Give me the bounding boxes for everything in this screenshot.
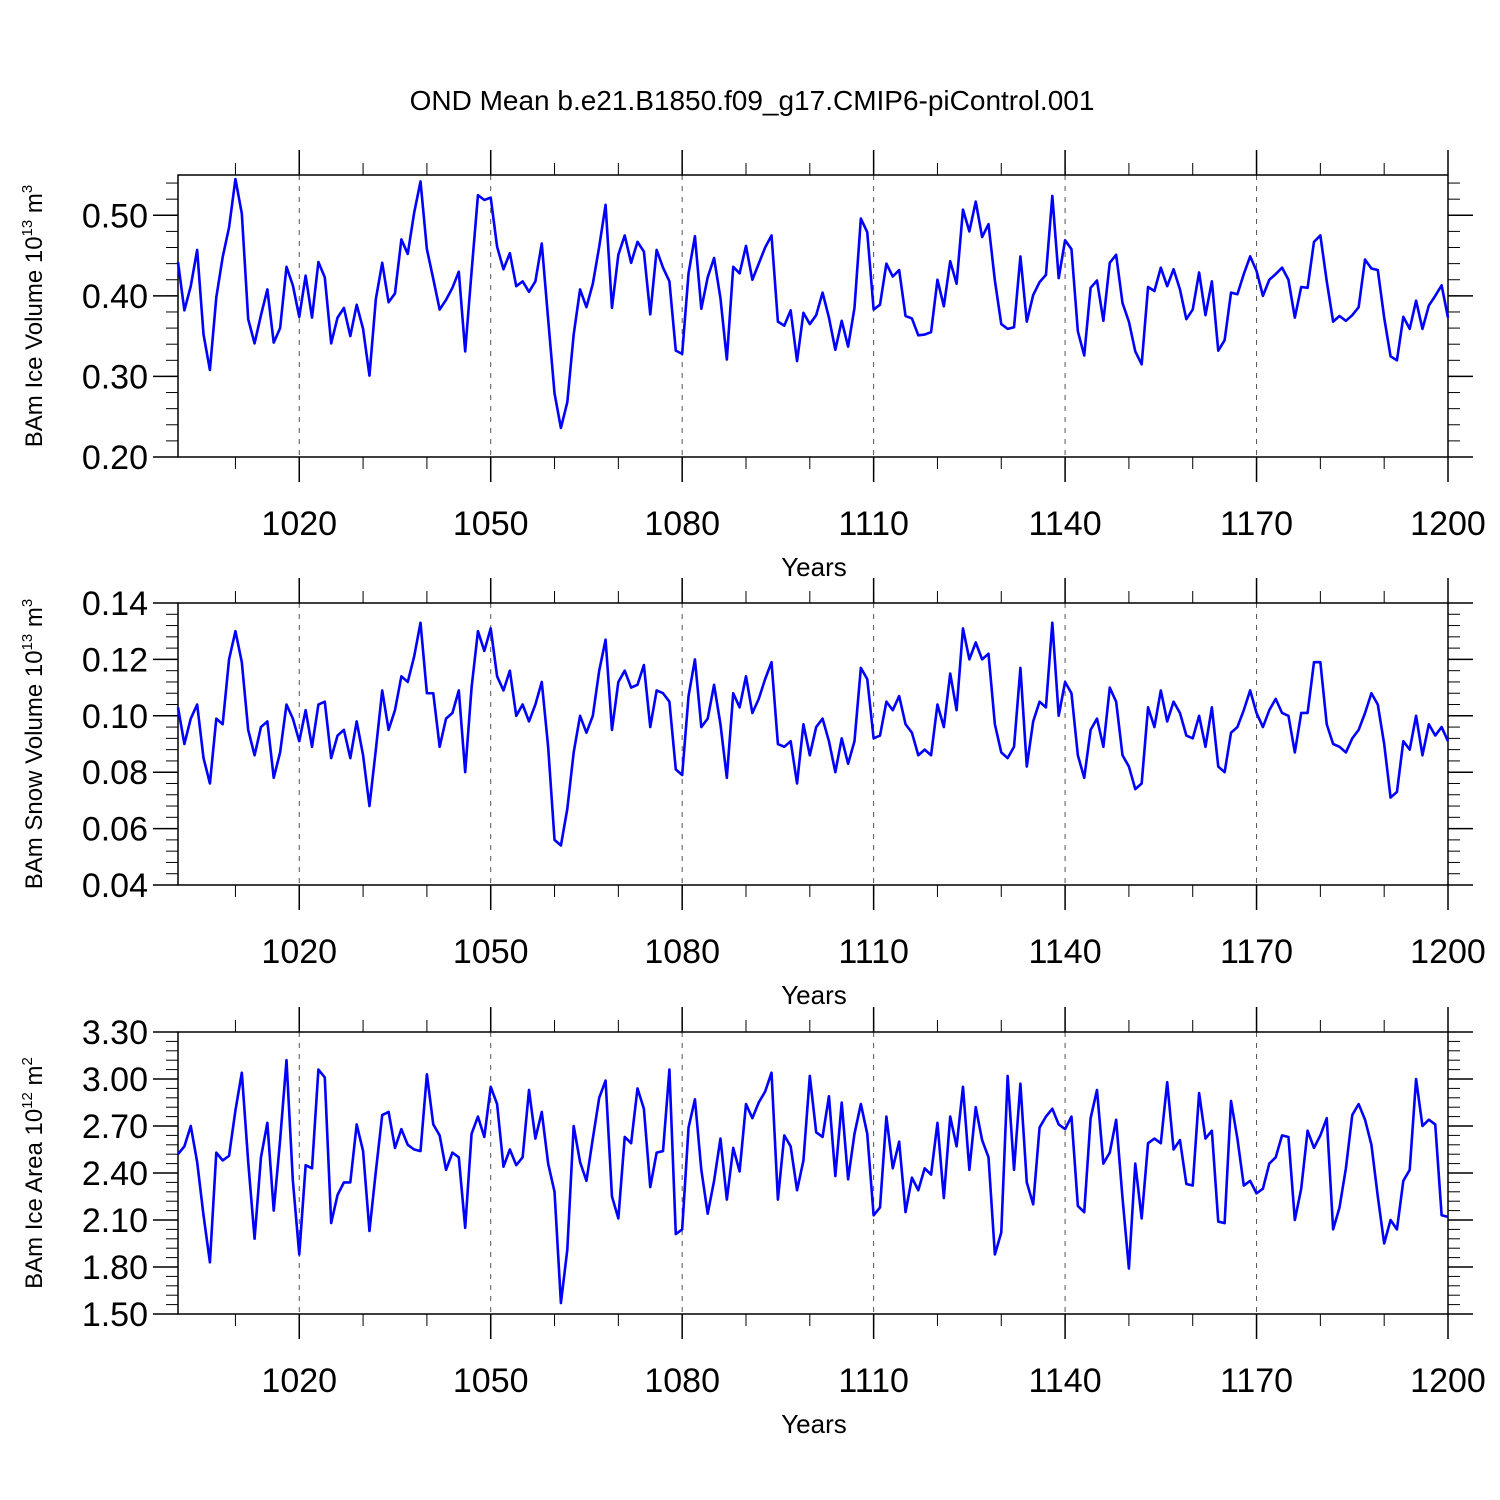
x-tick-label: 1020 bbox=[261, 933, 337, 971]
y-tick-label: 2.70 bbox=[82, 1108, 148, 1146]
x-tick-label: 1080 bbox=[644, 505, 720, 543]
x-tick-label: 1170 bbox=[1220, 505, 1293, 543]
x-tick-label: 1050 bbox=[453, 933, 529, 971]
y-tick-label: 0.14 bbox=[82, 585, 148, 623]
x-tick-label: 1140 bbox=[1029, 1362, 1102, 1400]
ice-area-panel: 1020 1050 1080 1110 1140 1170 1200 1.50 1.80 2.10… bbox=[19, 1007, 1486, 1439]
x-axis-title: Years bbox=[781, 1409, 847, 1439]
y-tick-label: 0.30 bbox=[82, 358, 148, 396]
y-axis-title-part: m bbox=[21, 1065, 48, 1092]
y-tick-label: 0.20 bbox=[82, 439, 148, 477]
x-tick-label: 1110 bbox=[838, 933, 909, 971]
y-axis-title-part: m bbox=[21, 607, 48, 634]
chart-title: OND Mean b.e21.B1850.f09_g17.CMIP6-piCon… bbox=[410, 85, 1095, 116]
x-tick-label: 1050 bbox=[453, 1362, 529, 1400]
x-tick-label: 1110 bbox=[838, 505, 909, 543]
x-tick-label: 1200 bbox=[1410, 505, 1486, 543]
y-axis-title-part: m bbox=[21, 193, 48, 220]
plot-frame bbox=[177, 602, 1449, 886]
y-tick-label: 1.50 bbox=[82, 1296, 148, 1334]
x-tick-label: 1050 bbox=[453, 505, 529, 543]
x-tick-label: 1080 bbox=[644, 1362, 720, 1400]
y-axis-title-superscript: 2 bbox=[19, 1057, 36, 1065]
x-axis-title: Years bbox=[781, 980, 847, 1010]
y-tick-label: 0.50 bbox=[82, 197, 148, 235]
x-tick-label: 1080 bbox=[644, 933, 720, 971]
y-tick-label: 1.80 bbox=[82, 1249, 148, 1287]
x-tick-label: 1140 bbox=[1029, 933, 1102, 971]
plot-frame bbox=[177, 1031, 1449, 1315]
y-tick-label: 3.00 bbox=[82, 1061, 148, 1099]
y-tick-label: 2.10 bbox=[82, 1202, 148, 1240]
y-tick-label: 0.12 bbox=[82, 641, 148, 679]
ice-volume-panel: 1020 1050 1080 1110 1140 1170 1200 0.20 0.30 0.40… bbox=[19, 150, 1486, 582]
y-tick-label: 0.06 bbox=[82, 811, 148, 849]
y-tick-label: 0.10 bbox=[82, 698, 148, 736]
y-axis-title-superscript: 3 bbox=[19, 185, 36, 193]
x-axis-title: Years bbox=[781, 552, 847, 582]
y-axis-title-part: BAm Ice Area 10 bbox=[21, 1109, 48, 1289]
series-line bbox=[176, 177, 1450, 430]
series-line bbox=[176, 621, 1450, 847]
y-axis-title: BAm Ice Area 1012 m2 bbox=[19, 1057, 48, 1289]
x-tick-label: 1200 bbox=[1410, 933, 1486, 971]
snow-volume-panel: 1020 1050 1080 1110 1140 1170 1200 0.04 0.06 0.08… bbox=[19, 578, 1486, 1010]
y-axis-title-superscript: 13 bbox=[19, 220, 36, 237]
y-axis-title: BAm Snow Volume 1013 m3 bbox=[19, 599, 48, 890]
y-axis-title-part: BAm Snow Volume 10 bbox=[21, 650, 48, 889]
x-tick-label: 1110 bbox=[838, 1362, 909, 1400]
y-axis-title-part: BAm Ice Volume 10 bbox=[21, 236, 48, 447]
plot-frame bbox=[177, 174, 1449, 458]
x-tick-label: 1170 bbox=[1220, 1362, 1293, 1400]
series-line bbox=[176, 1058, 1449, 1305]
y-axis-title: BAm Ice Volume 1013 m3 bbox=[19, 185, 48, 447]
y-tick-label: 3.30 bbox=[82, 1014, 148, 1052]
y-tick-label: 2.40 bbox=[82, 1155, 148, 1193]
y-axis-title-superscript: 13 bbox=[19, 634, 36, 651]
x-tick-label: 1020 bbox=[261, 1362, 337, 1400]
y-tick-label: 0.40 bbox=[82, 278, 148, 316]
y-axis-title-superscript: 12 bbox=[19, 1092, 36, 1109]
y-axis-title-superscript: 3 bbox=[19, 599, 36, 607]
x-tick-label: 1170 bbox=[1220, 933, 1293, 971]
x-tick-label: 1020 bbox=[261, 505, 337, 543]
x-tick-label: 1200 bbox=[1410, 1362, 1486, 1400]
y-tick-label: 0.08 bbox=[82, 754, 148, 792]
x-tick-label: 1140 bbox=[1029, 505, 1102, 543]
y-tick-label: 0.04 bbox=[82, 867, 148, 905]
